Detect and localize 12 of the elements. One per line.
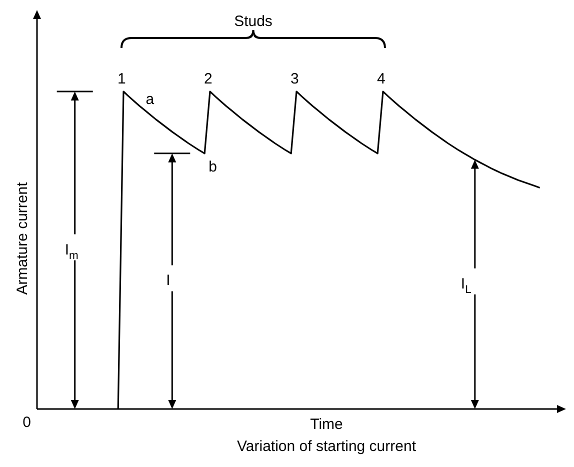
text: Variation of starting current [237,438,417,455]
annotation: b [208,158,217,176]
y-axis-title: Armature current [14,181,31,295]
text: 2 [204,70,212,88]
text: 4 [377,70,386,88]
text: 3 [290,70,299,88]
text: 0 [22,414,31,431]
annotation: a [146,91,155,108]
text: Studs [234,13,272,30]
text: 1 [118,70,126,88]
annotation: I [166,272,170,290]
x-axis-title: Time [310,416,343,433]
